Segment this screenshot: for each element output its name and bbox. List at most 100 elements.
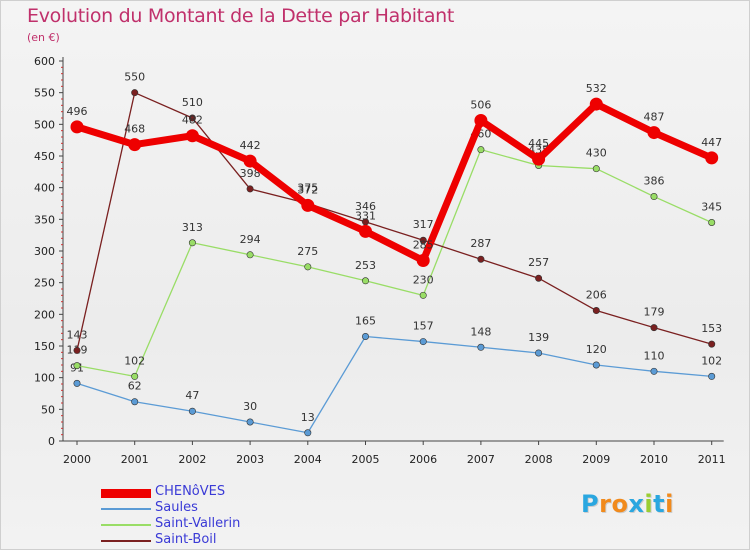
legend-swatch [101,540,151,542]
data-point [532,152,546,166]
legend-item-saint-boil: Saint-Boil [101,532,321,549]
data-point [246,418,254,426]
legend-swatch [101,524,151,526]
data-point [647,126,661,140]
data-label: 287 [470,237,491,250]
logo-letter: o [611,490,629,518]
data-label: 506 [470,99,491,112]
data-label: 430 [586,147,607,160]
legend-swatch [101,488,151,498]
legend-label: Saules [155,500,198,515]
data-label: 550 [124,71,145,84]
data-label: 468 [124,123,145,136]
data-label: 510 [182,96,203,109]
series-line [76,149,713,378]
y-tick-label: 0 [48,435,55,448]
data-point [650,324,658,332]
series-saint-boil: 143 550 510 398 375 346 317 287 257 206 179 153 [67,71,722,354]
series-line [73,100,716,264]
data-point [73,379,81,387]
data-point [73,346,81,354]
data-label: 30 [243,400,257,413]
data-label: 253 [355,259,376,272]
data-label: 120 [586,343,607,356]
series-line [76,335,713,434]
legend-label: CHENôVES [155,484,226,499]
y-tick-label: 600 [34,55,55,68]
y-tick-label: 450 [34,150,55,163]
data-label: 294 [240,233,261,246]
data-label: 230 [413,273,434,286]
data-label: 257 [528,256,549,269]
data-label: 345 [701,201,722,214]
x-tick-label: 2009 [582,453,610,466]
data-point [185,129,199,143]
x-tick-label: 2008 [525,453,553,466]
data-point [188,407,196,415]
data-label: 148 [470,325,491,338]
chart-legend: CHENôVES Saules Saint-Vallerin Saint-Boil [101,484,321,549]
y-tick-label: 150 [34,340,55,353]
legend-item-chen-ves: CHENôVES [101,484,321,501]
data-point [419,338,427,346]
x-tick-label: 2001 [121,453,149,466]
data-point [304,429,312,437]
data-label: 447 [701,136,722,149]
y-tick-label: 200 [34,308,55,321]
data-label: 442 [240,139,261,152]
data-point [131,398,139,406]
data-point [592,361,600,369]
data-point [592,165,600,173]
logo-letter: t [653,490,666,518]
data-label: 372 [297,183,318,196]
chart-subtitle: (en €) [27,31,60,44]
data-point [589,97,603,111]
logo-letter: x [628,490,645,518]
data-point [246,251,254,259]
y-tick-label: 400 [34,182,55,195]
data-label: 482 [182,114,203,127]
data-point [477,255,485,263]
proxiti-logo: Proxiti [581,490,674,518]
data-label: 331 [355,209,376,222]
series-line [76,92,713,352]
y-tick-label: 100 [34,372,55,385]
data-label: 285 [413,239,434,252]
data-label: 102 [701,354,722,367]
series-chen-ves: 496 468 482 442 372 331 285 506 445 532 487 447 [67,82,722,267]
x-tick-label: 2006 [409,453,437,466]
series-saules: 9162473013165157148139120110102 [70,315,722,437]
chart-title: Evolution du Montant de la Dette par Hab… [27,5,455,27]
data-label: 13 [301,411,315,424]
legend-swatch [101,508,151,510]
data-label: 275 [297,245,318,258]
data-label: 346 [355,200,376,213]
data-label: 153 [701,322,722,335]
y-tick-label: 50 [41,403,55,416]
logo-letter: i [644,490,654,518]
data-label: 386 [644,175,665,188]
x-tick-label: 2010 [640,453,668,466]
data-point [419,236,427,244]
data-label: 102 [124,354,145,367]
data-label: 532 [586,82,607,95]
data-point [243,154,257,168]
data-point [535,274,543,282]
data-point [131,372,139,380]
data-point [650,367,658,375]
legend-item-saules: Saules [101,500,321,517]
data-label: 157 [413,320,434,333]
data-label: 496 [67,105,88,118]
data-label: 313 [182,221,203,234]
data-point [419,291,427,299]
data-point [708,372,716,380]
data-label: 165 [355,315,376,328]
x-tick-label: 2007 [467,453,495,466]
data-point [477,146,485,154]
data-label: 143 [67,328,88,341]
data-label: 398 [240,167,261,180]
x-tick-label: 2004 [294,453,322,466]
data-label: 445 [528,137,549,150]
